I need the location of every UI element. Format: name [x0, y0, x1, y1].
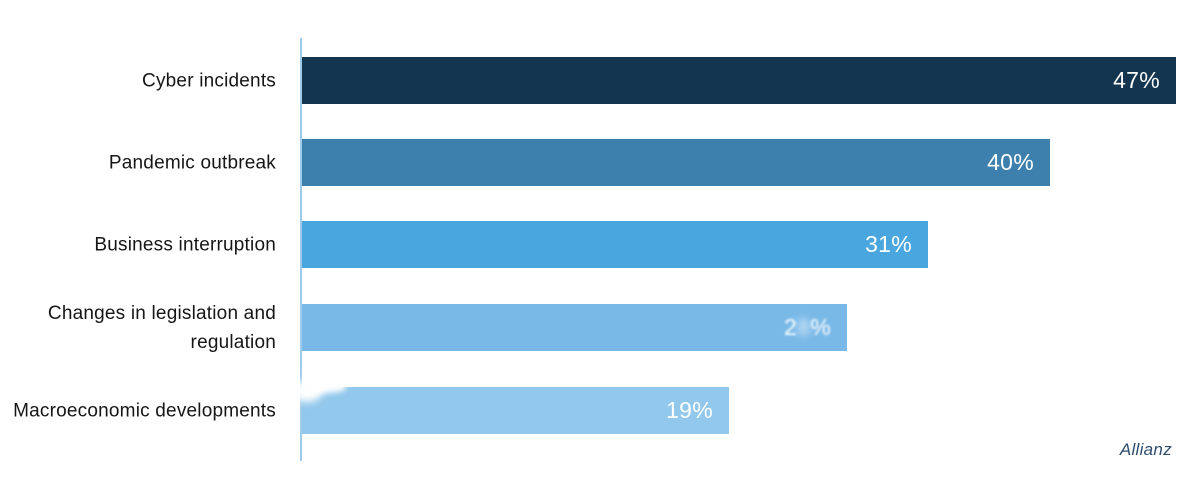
- value-label: 31%: [865, 231, 912, 257]
- bar-cyber-incidents[interactable]: 47%: [302, 57, 1176, 104]
- bar-changes-in-legislation-and-regulation[interactable]: 28%: [302, 304, 847, 351]
- bar-row: Pandemic outbreak 40%: [0, 139, 1200, 186]
- source-attribution: Allianz: [1119, 440, 1172, 459]
- y-axis-line: [300, 38, 302, 461]
- category-label: Cyber incidents: [142, 70, 276, 91]
- bar-row: Business interruption 31%: [0, 221, 1200, 268]
- value-label: 19%: [666, 397, 713, 423]
- category-label: Changes in legislation and regulation: [47, 302, 276, 353]
- category-label: Pandemic outbreak: [108, 152, 276, 173]
- bar-row: Macroeconomic developments 19%: [0, 378, 1200, 434]
- bar-pandemic-outbreak[interactable]: 40%: [302, 139, 1050, 186]
- value-label: 40%: [987, 149, 1034, 175]
- value-label: 28%: [784, 314, 831, 340]
- bar-row: Cyber incidents 47%: [0, 57, 1200, 104]
- bar-row: Changes in legislation and regulation 28%: [0, 303, 1200, 353]
- value-label: 47%: [1113, 67, 1160, 93]
- category-label: Macroeconomic developments: [13, 400, 276, 421]
- category-label: Business interruption: [94, 234, 276, 255]
- bar-business-interruption[interactable]: 31%: [302, 221, 928, 268]
- bar-macroeconomic-developments[interactable]: 19%: [292, 378, 729, 434]
